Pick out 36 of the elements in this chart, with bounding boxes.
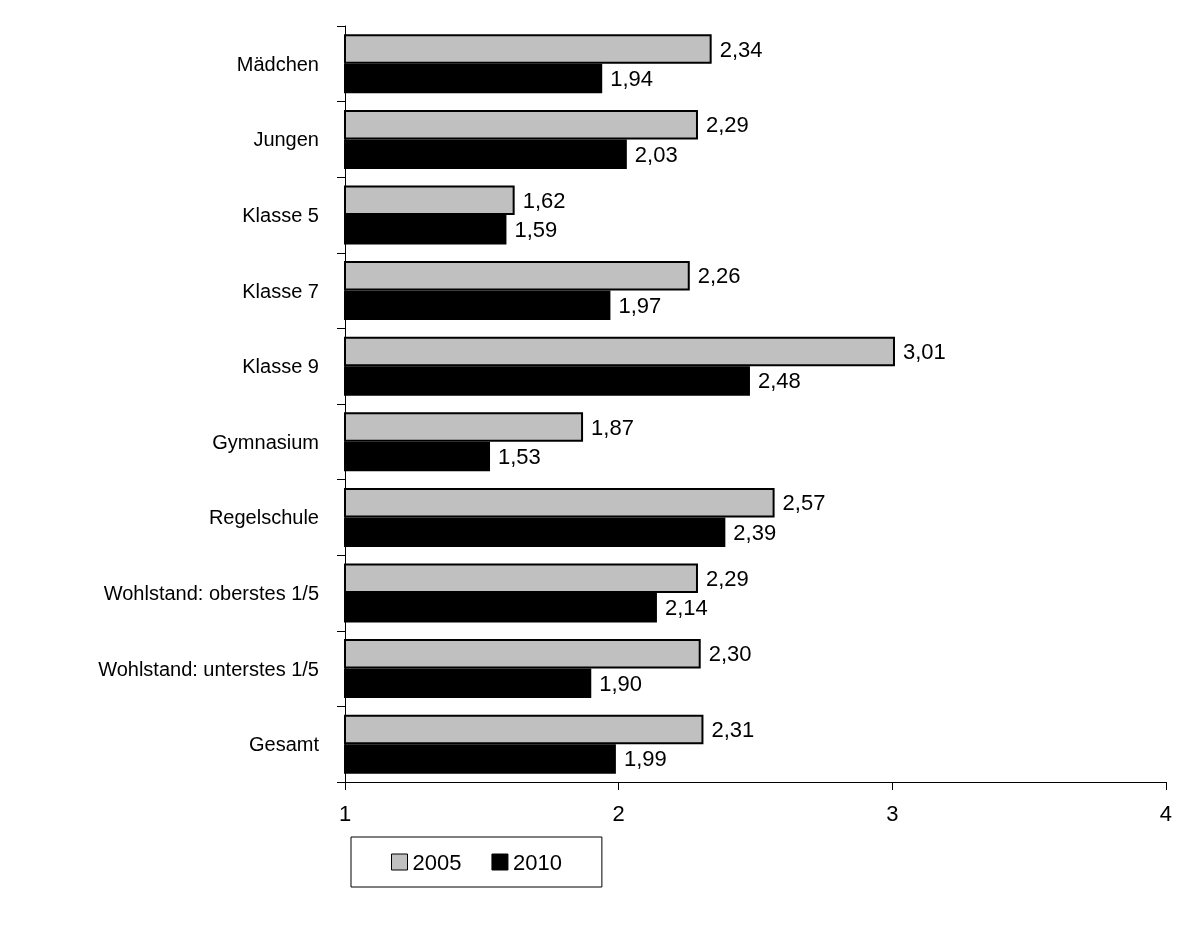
data-label: 1,53 (498, 444, 541, 470)
data-label: 1,62 (522, 187, 566, 213)
data-label: 2,31 (711, 716, 755, 742)
data-label: 1,97 (618, 292, 662, 318)
y-tick-label: Mädchen (236, 52, 319, 75)
legend-label: 2010 (512, 849, 562, 875)
y-tick-label: Regelschule (208, 506, 319, 529)
data-label: 1,59 (514, 217, 558, 243)
y-tick-label: Jungen (253, 128, 319, 151)
x-tick-label: 1 (338, 800, 352, 826)
data-label: 2,48 (757, 368, 801, 394)
y-tick-label: Gesamt (248, 733, 320, 756)
data-label: 2,14 (664, 595, 708, 621)
data-label: 3,01 (902, 338, 946, 364)
data-label: 2,34 (719, 36, 763, 62)
x-tick-label: 3 (886, 800, 899, 826)
y-tick-label: Klasse 7 (242, 279, 319, 302)
data-label: 2,30 (708, 641, 752, 667)
data-label: 2,03 (634, 141, 678, 167)
x-tick-label: 4 (1159, 800, 1173, 826)
data-label: 2,57 (782, 490, 826, 516)
data-label: 2,29 (705, 112, 749, 138)
data-label: 1,87 (591, 414, 634, 440)
data-label: 2,26 (697, 263, 741, 289)
data-label: 2,29 (705, 565, 749, 591)
data-label: 2,39 (733, 519, 777, 545)
y-tick-label: Klasse 5 (242, 204, 319, 226)
legend-label: 2005 (412, 849, 462, 875)
x-tick-label: 2 (612, 800, 625, 826)
y-tick-label: Wohlstand: oberstes 1/5 (103, 582, 319, 604)
data-label: 1,90 (599, 670, 643, 696)
data-label: 1,94 (610, 66, 654, 92)
y-tick-label: Wohlstand: unterstes 1/5 (98, 657, 319, 680)
y-tick-label: Klasse 9 (242, 355, 319, 378)
data-label: 1,99 (623, 746, 667, 772)
y-tick-label: Gymnasium (212, 430, 319, 453)
